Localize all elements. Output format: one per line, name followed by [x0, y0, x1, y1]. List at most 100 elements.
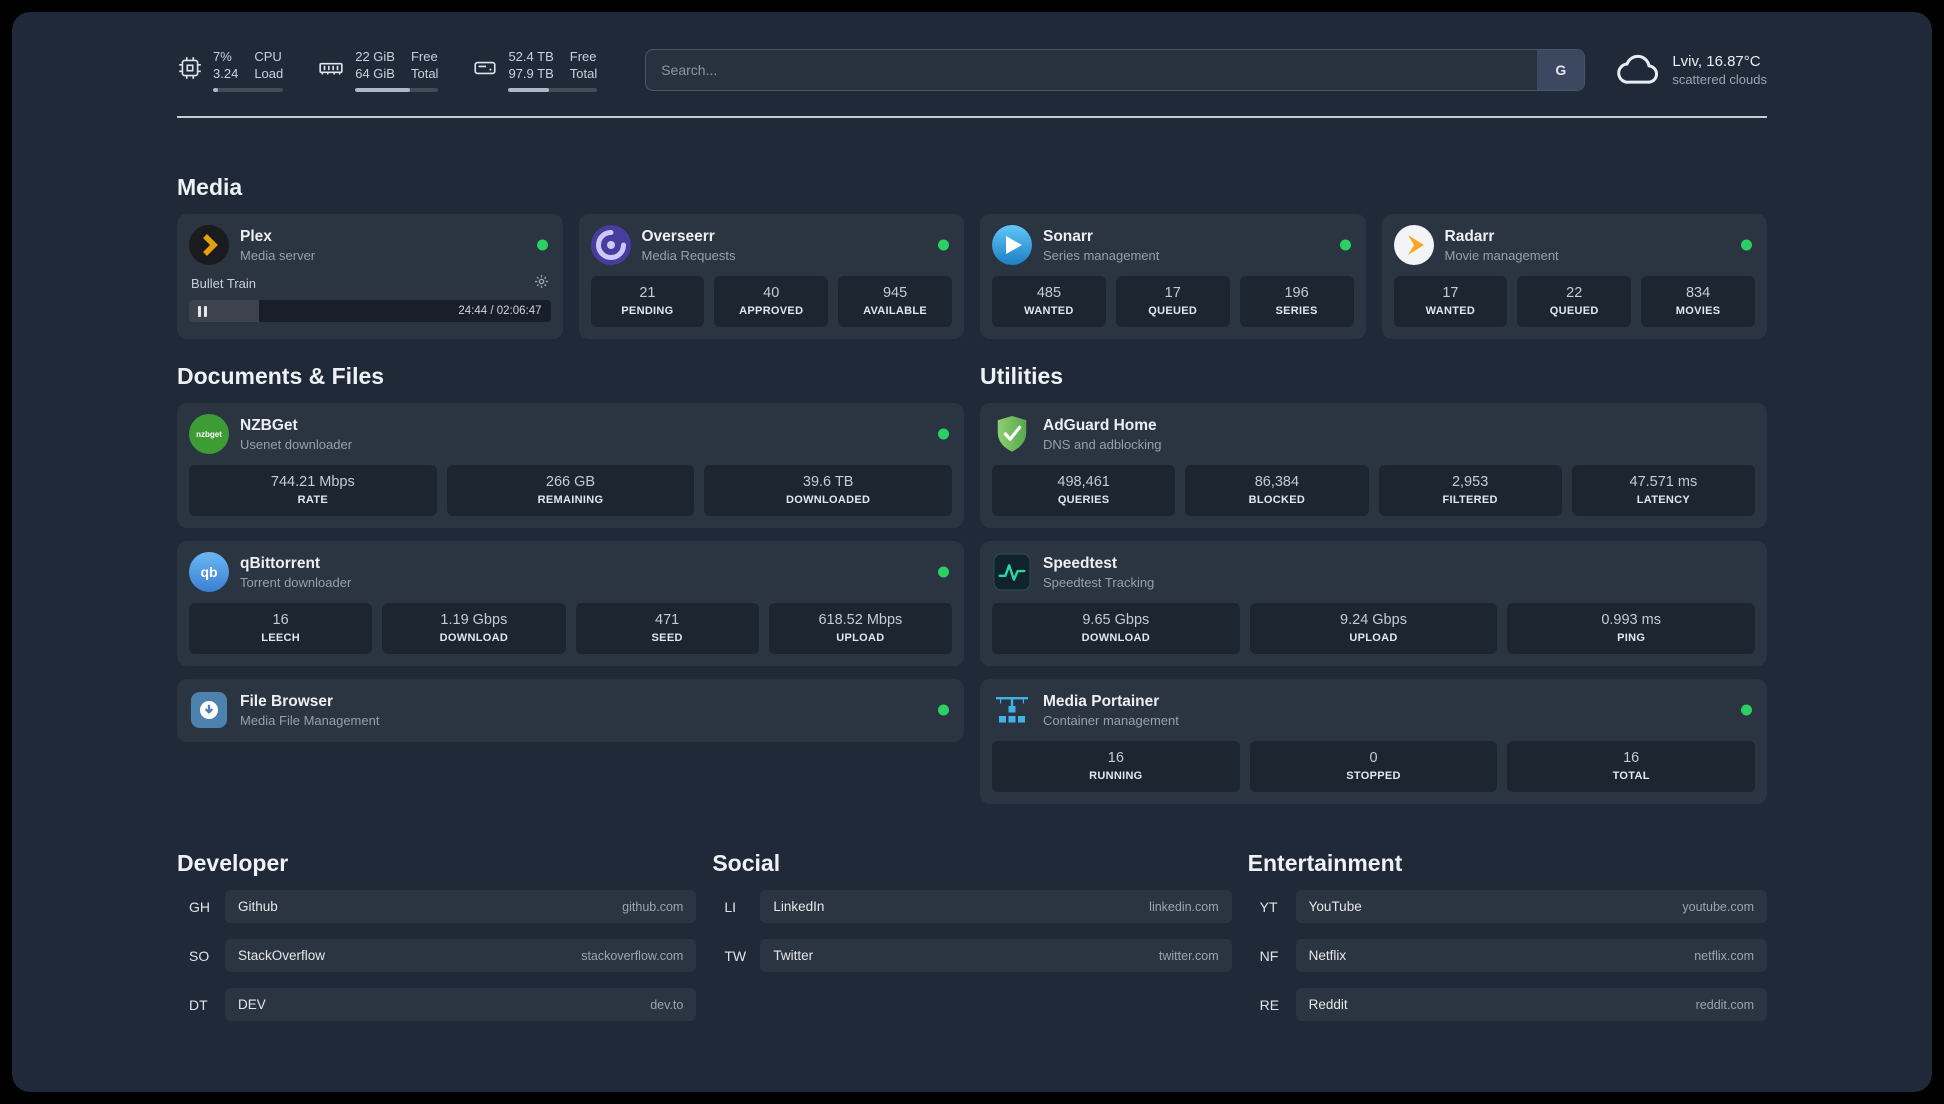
cpu-icon [177, 55, 203, 86]
service-card-nzbget[interactable]: nzbget NZBGet Usenet downloader 744.21 M… [177, 403, 964, 528]
status-indicator [938, 704, 949, 716]
bookmark-github[interactable]: GH Github github.com [177, 890, 697, 923]
bookmark-domain: youtube.com [1682, 899, 1754, 914]
service-card-speedtest[interactable]: Speedtest Speedtest Tracking 9.65 Gbps D… [980, 541, 1767, 666]
bookmark-name: YouTube [1308, 899, 1362, 914]
service-description: Usenet downloader [240, 436, 353, 452]
search-input[interactable] [645, 49, 1586, 91]
dashboard-page: 7% 3.24 CPU Load [12, 12, 1932, 1092]
bookmark-stackoverflow[interactable]: SO StackOverflow stackoverflow.com [177, 939, 697, 972]
plex-icon [189, 225, 229, 265]
bookmark-domain: linkedin.com [1149, 899, 1219, 914]
bookmark-dev[interactable]: DT DEV dev.to [177, 988, 697, 1021]
bookmark-domain: twitter.com [1158, 948, 1219, 963]
stat-series: 196 SERIES [1239, 276, 1354, 327]
bookmark-name: Github [238, 899, 278, 914]
service-card-sonarr[interactable]: Sonarr Series management 485 WANTED 17 Q… [980, 214, 1366, 339]
weather-location: Lviv, 16.87°C [1672, 53, 1761, 70]
pause-button[interactable] [198, 305, 207, 317]
memory-widget: 22 GiB 64 GiB Free Total [317, 48, 439, 92]
bookmark-netflix[interactable]: NF Netflix netflix.com [1248, 939, 1767, 972]
stats-row: 21 PENDING 40 APPROVED 945 AVAILABLE [590, 276, 952, 327]
cpu-percent: 7% [213, 49, 232, 64]
service-title: Media Portainer [1043, 692, 1160, 710]
bookmarks-section: Developer GH Github github.com SO StackO… [177, 850, 1767, 1037]
service-card-filebrowser[interactable]: File Browser Media File Management [177, 679, 964, 742]
status-indicator [938, 428, 949, 440]
speedtest-icon [992, 552, 1032, 592]
stats-row: 485 WANTED 17 QUEUED 196 SERIES [992, 276, 1354, 327]
bookmark-linkedin[interactable]: LI LinkedIn linkedin.com [712, 890, 1232, 923]
disk-widget: 52.4 TB 97.9 TB Free Total [472, 48, 598, 92]
service-card-overseerr[interactable]: Overseerr Media Requests 21 PENDING 40 A… [578, 214, 964, 339]
stat-movies: 834 MOVIES [1641, 276, 1755, 327]
disk-free-value: 52.4 TB [508, 49, 554, 64]
bookmark-domain: stackoverflow.com [581, 948, 684, 963]
bookmark-twitter[interactable]: TW Twitter twitter.com [712, 939, 1232, 972]
disk-total-value: 97.9 TB [508, 66, 554, 81]
service-card-plex[interactable]: Plex Media server Bullet Train [177, 214, 563, 339]
player-progress-bar[interactable]: 24:44 / 02:06:47 [189, 300, 551, 322]
cpu-widget: 7% 3.24 CPU Load [177, 48, 284, 92]
stat-queued: 17 QUEUED [1115, 276, 1230, 327]
status-indicator [938, 566, 949, 578]
bookmark-name: Reddit [1308, 997, 1348, 1012]
memory-icon [317, 55, 345, 86]
service-description: Media Requests [641, 247, 736, 263]
service-title: File Browser [240, 692, 334, 710]
stat-upload: 618.52 Mbps UPLOAD [768, 603, 952, 654]
service-card-qbittorrent[interactable]: qb qBittorrent Torrent downloader 16 LEE… [177, 541, 964, 666]
search-provider-button[interactable]: G [1537, 50, 1585, 90]
stat-seed: 471 SEED [575, 603, 759, 654]
radarr-icon [1393, 225, 1434, 265]
memory-usage-bar [355, 88, 439, 92]
stat-leech: 16 LEECH [189, 603, 373, 654]
player-settings-icon[interactable] [534, 274, 549, 292]
stat-blocked: 86,384 BLOCKED [1185, 465, 1369, 516]
service-title: Radarr [1444, 227, 1495, 245]
service-card-radarr[interactable]: Radarr Movie management 17 WANTED 22 QUE… [1381, 214, 1767, 339]
stat-wanted: 485 WANTED [992, 276, 1106, 327]
stat-stopped: 0 STOPPED [1249, 741, 1498, 792]
bookmark-youtube[interactable]: YT YouTube youtube.com [1248, 890, 1767, 923]
bookmark-name: Twitter [773, 948, 814, 963]
service-title: AdGuard Home [1043, 416, 1157, 434]
bookmark-reddit[interactable]: RE Reddit reddit.com [1248, 988, 1767, 1021]
service-card-adguard[interactable]: AdGuard Home DNS and adblocking 498,461 … [980, 403, 1767, 528]
bookmark-group-entertainment: Entertainment YT YouTube youtube.com NF … [1248, 850, 1767, 1037]
stat-queries: 498,461 QUERIES [992, 465, 1176, 516]
section-media: Media Plex Media server [177, 174, 1767, 339]
service-title: Speedtest [1043, 554, 1118, 572]
stat-total: 16 TOTAL [1507, 741, 1755, 792]
cpu-usage-bar [213, 88, 284, 92]
section-title-media: Media [177, 174, 243, 200]
service-title: Plex [240, 227, 272, 245]
memory-total-label: Total [410, 66, 439, 81]
stat-wanted: 17 WANTED [1393, 276, 1508, 327]
service-description: Media File Management [240, 712, 380, 728]
stat-ping: 0.993 ms PING [1507, 603, 1755, 654]
status-indicator [938, 239, 949, 251]
search-bar: G [645, 49, 1586, 91]
bookmark-group-title: Developer [177, 850, 289, 876]
now-playing-title: Bullet Train [191, 275, 257, 291]
memory-total-value: 64 GiB [355, 66, 395, 81]
service-description: Torrent downloader [240, 574, 352, 590]
overseerr-icon [590, 225, 631, 265]
bookmark-abbr: NF [1259, 947, 1279, 964]
bookmark-name: StackOverflow [238, 948, 326, 963]
status-indicator [1741, 704, 1752, 716]
bookmark-group-title: Social [712, 850, 781, 876]
stats-row: 498,461 QUERIES 86,384 BLOCKED 2,953 FIL… [992, 465, 1755, 516]
player-time: 24:44 / 02:06:47 [458, 305, 542, 317]
dashboard-content: 7% 3.24 CPU Load [12, 12, 1932, 1092]
service-card-portainer[interactable]: Media Portainer Container management 16 … [980, 679, 1767, 804]
service-description: Speedtest Tracking [1043, 574, 1155, 590]
service-description: Movie management [1444, 247, 1559, 263]
bookmark-domain: dev.to [650, 997, 684, 1012]
service-description: DNS and adblocking [1043, 436, 1162, 452]
section-documents: Documents & Files nzbget NZBGet Usenet d… [177, 363, 964, 742]
disk-usage-bar [508, 88, 598, 92]
stats-row: 17 WANTED 22 QUEUED 834 MOVIES [1393, 276, 1755, 327]
stat-pending: 21 PENDING [590, 276, 705, 327]
